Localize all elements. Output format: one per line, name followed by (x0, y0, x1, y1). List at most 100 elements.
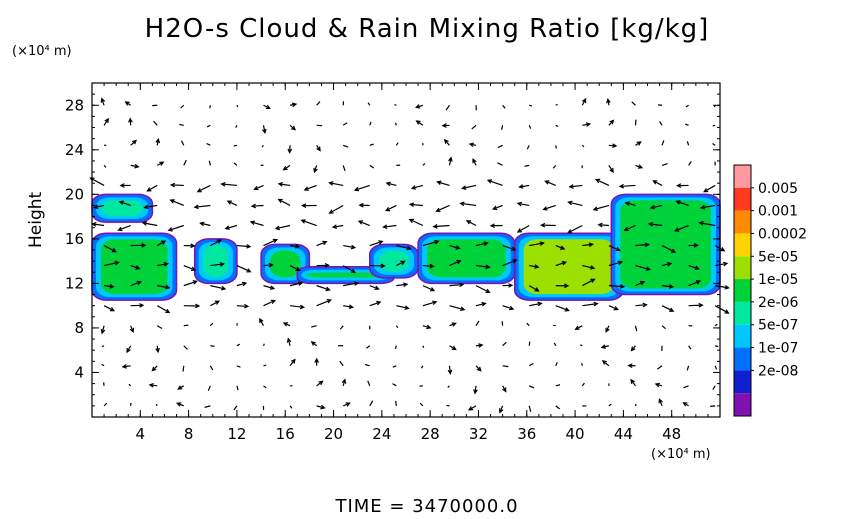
wind-arrowhead (639, 280, 646, 286)
wind-arrowhead (540, 222, 546, 228)
wind-arrowhead (214, 300, 221, 305)
wind-arrowhead (136, 280, 142, 286)
wind-arrowhead (165, 284, 171, 290)
wind-vector (714, 365, 718, 370)
wind-vector (661, 262, 672, 267)
wind-arrowhead (436, 180, 442, 186)
wind-vector (608, 285, 624, 288)
wind-arrowhead (472, 158, 477, 164)
wind-vector (369, 285, 379, 290)
wind-vector (688, 345, 692, 350)
wind-arrowhead (642, 302, 648, 308)
wind-arrowhead (282, 165, 288, 171)
wind-vector (528, 285, 539, 292)
cloud-region-core (427, 239, 506, 278)
wind-vector (582, 265, 595, 269)
y-tick-label: 20 (65, 185, 84, 203)
wind-vector (183, 280, 197, 287)
wind-arrowhead (148, 382, 154, 388)
wind-arrowhead (627, 363, 633, 369)
wind-vector (367, 380, 371, 387)
wind-arrowhead (104, 117, 109, 123)
wind-arrowhead (382, 224, 388, 229)
wind-vector (182, 365, 185, 372)
wind-arrowhead (403, 282, 409, 287)
wind-arrowhead (165, 308, 171, 314)
wind-arrowhead (301, 203, 307, 208)
colorbar-label: 2e-06 (758, 295, 798, 311)
wind-vector (555, 405, 561, 410)
wind-arrowhead (243, 303, 250, 309)
colorbar-label: 5e-07 (758, 318, 798, 334)
wind-arrowhead (499, 408, 504, 414)
wind-arrowhead (658, 398, 663, 404)
wind-vector (595, 179, 610, 186)
wind-arrowhead (131, 139, 137, 145)
wind-vector (236, 282, 247, 287)
wind-arrowhead (196, 188, 202, 193)
wind-arrowhead (516, 201, 522, 207)
wind-arrowhead (118, 200, 124, 205)
wind-vector (685, 104, 689, 108)
colorbar-label: 1e-07 (758, 341, 798, 357)
wind-vector (342, 265, 356, 273)
wind-arrowhead (290, 358, 296, 364)
wind-vector (236, 265, 251, 273)
wind-vector (263, 364, 267, 367)
x-tick-label: 40 (566, 425, 585, 443)
wind-arrowhead (647, 221, 654, 227)
wind-vector (598, 224, 609, 227)
wind-vector (661, 305, 674, 312)
wind-vector (263, 285, 275, 290)
wind-vector (475, 320, 480, 327)
wind-vector (261, 144, 264, 148)
wind-vector (528, 362, 534, 367)
wind-vector (635, 243, 649, 247)
wind-arrowhead (350, 268, 356, 273)
wind-arrowhead (146, 187, 152, 192)
wind-vector (493, 204, 503, 210)
wind-arrowhead (151, 366, 157, 372)
wind-arrowhead (564, 307, 570, 312)
wind-vector (555, 384, 561, 387)
wind-vector (620, 184, 636, 188)
wind-vector (517, 202, 530, 207)
wind-vector (342, 165, 346, 172)
wind-arrowhead (297, 281, 304, 286)
wind-arrowhead (534, 287, 540, 292)
wind-vector (420, 365, 424, 369)
wind-vector (183, 324, 189, 327)
wind-vector (369, 121, 372, 126)
wind-vector (543, 204, 556, 211)
wind-arrowhead (385, 181, 391, 187)
wind-vector (236, 385, 239, 391)
wind-vector (445, 104, 450, 111)
wind-vector (252, 204, 264, 207)
wind-arrowhead (609, 167, 614, 174)
wind-vector (170, 199, 185, 207)
wind-vector (411, 184, 424, 189)
wind-vector (301, 219, 317, 227)
wind-arrowhead (618, 183, 625, 189)
wind-arrowhead (668, 284, 675, 289)
wind-vector (233, 405, 238, 411)
wind-vector (233, 162, 238, 166)
wind-vector (289, 244, 300, 248)
wind-vector (208, 160, 211, 166)
wind-vector (567, 224, 583, 234)
wind-arrowhead (374, 285, 380, 291)
wind-vector (624, 224, 636, 231)
wind-arrowhead (262, 128, 267, 135)
wind-vector (555, 103, 558, 106)
wind-arrowhead (310, 341, 316, 346)
wind-arrowhead (303, 186, 309, 191)
wind-arrowhead (141, 242, 147, 248)
wind-vector (142, 222, 158, 227)
wind-arrowhead (190, 266, 197, 271)
wind-vector (92, 223, 105, 227)
wind-vector (433, 224, 450, 228)
wind-arrowhead (124, 101, 130, 106)
wind-vector (210, 239, 222, 247)
wind-arrowhead (246, 268, 252, 273)
wind-arrowhead (483, 241, 489, 246)
